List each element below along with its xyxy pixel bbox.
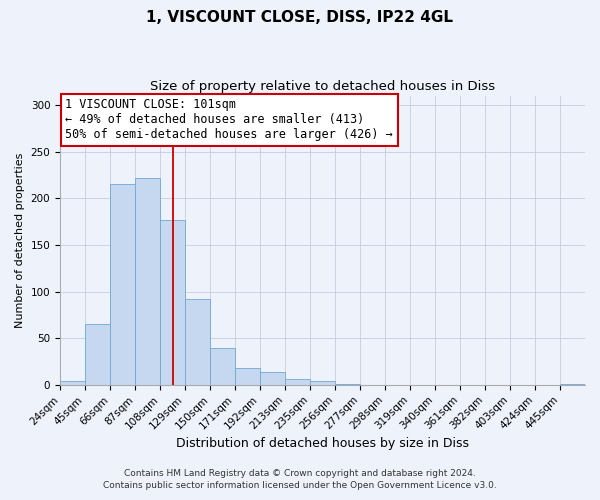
Bar: [160, 220, 185, 385]
Y-axis label: Number of detached properties: Number of detached properties: [15, 152, 25, 328]
Bar: [235, 368, 260, 385]
Bar: [310, 381, 335, 385]
Bar: [211, 348, 235, 385]
Bar: [286, 380, 310, 385]
Bar: [560, 384, 585, 385]
Bar: [185, 299, 210, 385]
Bar: [61, 381, 85, 385]
Bar: [335, 384, 360, 385]
Bar: [260, 372, 285, 385]
X-axis label: Distribution of detached houses by size in Diss: Distribution of detached houses by size …: [176, 437, 469, 450]
Text: Contains HM Land Registry data © Crown copyright and database right 2024.
Contai: Contains HM Land Registry data © Crown c…: [103, 468, 497, 490]
Text: 1 VISCOUNT CLOSE: 101sqm
← 49% of detached houses are smaller (413)
50% of semi-: 1 VISCOUNT CLOSE: 101sqm ← 49% of detach…: [65, 98, 393, 142]
Title: Size of property relative to detached houses in Diss: Size of property relative to detached ho…: [150, 80, 495, 93]
Bar: [85, 324, 110, 385]
Bar: [110, 184, 135, 385]
Text: 1, VISCOUNT CLOSE, DISS, IP22 4GL: 1, VISCOUNT CLOSE, DISS, IP22 4GL: [146, 10, 454, 25]
Bar: [136, 178, 160, 385]
